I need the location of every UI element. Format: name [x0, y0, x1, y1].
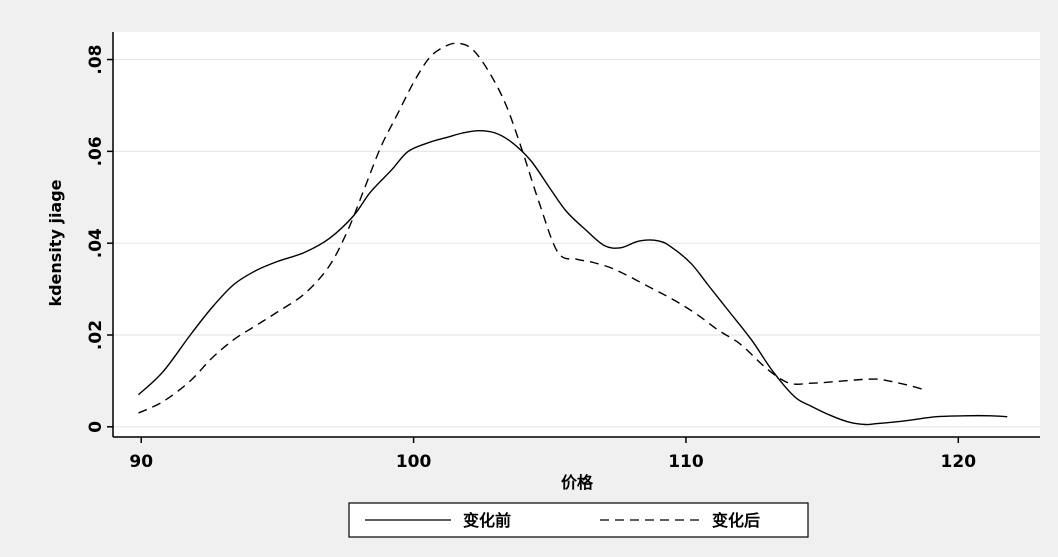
legend-label-after: 变化后 [712, 511, 760, 530]
legend: 变化前 变化后 [348, 502, 809, 538]
gridlines [114, 58, 1040, 428]
axes [112, 32, 1040, 438]
y-tick-label-0: 0 [86, 421, 106, 433]
x-tick-label-1: 100 [396, 452, 432, 472]
x-tick-label-2: 110 [668, 452, 704, 472]
ticks: 0 .02 .04 .06 .08 90 100 110 120 [86, 44, 976, 472]
x-tick-label-3: 120 [941, 452, 977, 472]
y-tick-label-1: .02 [86, 320, 106, 350]
plot-area [114, 32, 1040, 436]
y-tick-label-2: .04 [86, 228, 106, 258]
y-tick-label-4: .08 [86, 44, 106, 74]
x-axis-title: 价格 [561, 473, 594, 492]
y-axis-title: kdensity jiage [46, 179, 65, 306]
series-line-before [138, 130, 1008, 426]
series-lines [138, 42, 1008, 426]
x-tick-label-0: 90 [129, 452, 153, 472]
legend-label-before: 变化前 [463, 511, 511, 530]
y-tick-label-3: .06 [86, 136, 106, 166]
series-line-after [138, 42, 926, 414]
